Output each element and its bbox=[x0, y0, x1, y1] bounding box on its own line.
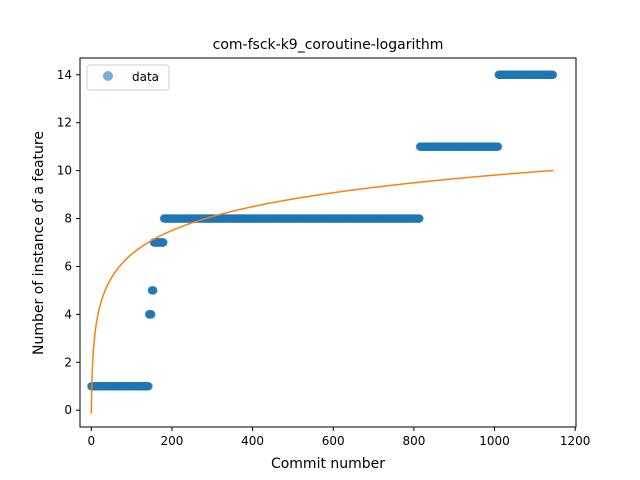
x-tick-label: 200 bbox=[160, 434, 183, 448]
series-layer bbox=[87, 70, 558, 414]
legend: data bbox=[86, 64, 170, 91]
x-tick-label: 600 bbox=[322, 434, 345, 448]
x-tick-label: 1000 bbox=[479, 434, 510, 448]
y-tick-label: 0 bbox=[64, 403, 72, 417]
fit-line bbox=[90, 169, 554, 414]
y-tick-label: 2 bbox=[64, 355, 72, 369]
plot-area bbox=[87, 70, 558, 414]
x-tick-label: 400 bbox=[241, 434, 264, 448]
x-axis-label: Commit number bbox=[271, 456, 385, 472]
data-point bbox=[149, 286, 158, 295]
axes-layer: 0 200 400 600 800 1000 1200 0 2 4 6 8 10 12 14 bbox=[57, 57, 591, 448]
chart-title: com-fsck-k9_coroutine-logarithm bbox=[213, 37, 444, 53]
y-tick-label: 8 bbox=[64, 212, 72, 226]
x-tick-label: 0 bbox=[87, 434, 95, 448]
data-points bbox=[87, 70, 558, 391]
y-tick-label: 4 bbox=[64, 307, 72, 321]
y-tick-label: 10 bbox=[57, 164, 72, 178]
data-point bbox=[147, 310, 156, 319]
legend-label-data: data bbox=[132, 70, 159, 84]
data-point bbox=[159, 238, 168, 247]
data-point bbox=[493, 142, 503, 151]
y-tick-label: 12 bbox=[57, 116, 72, 130]
y-tick-label: 6 bbox=[64, 259, 72, 273]
legend-marker-data bbox=[103, 71, 113, 81]
y-tick-label: 14 bbox=[57, 68, 72, 82]
x-tick-label: 1200 bbox=[560, 434, 591, 448]
y-axis-label: Number of instance of a feature bbox=[31, 131, 47, 355]
axes-frame bbox=[79, 57, 577, 428]
x-tick-label: 800 bbox=[402, 434, 425, 448]
data-point bbox=[548, 70, 558, 79]
data-point bbox=[415, 214, 424, 223]
data-point bbox=[144, 382, 153, 391]
